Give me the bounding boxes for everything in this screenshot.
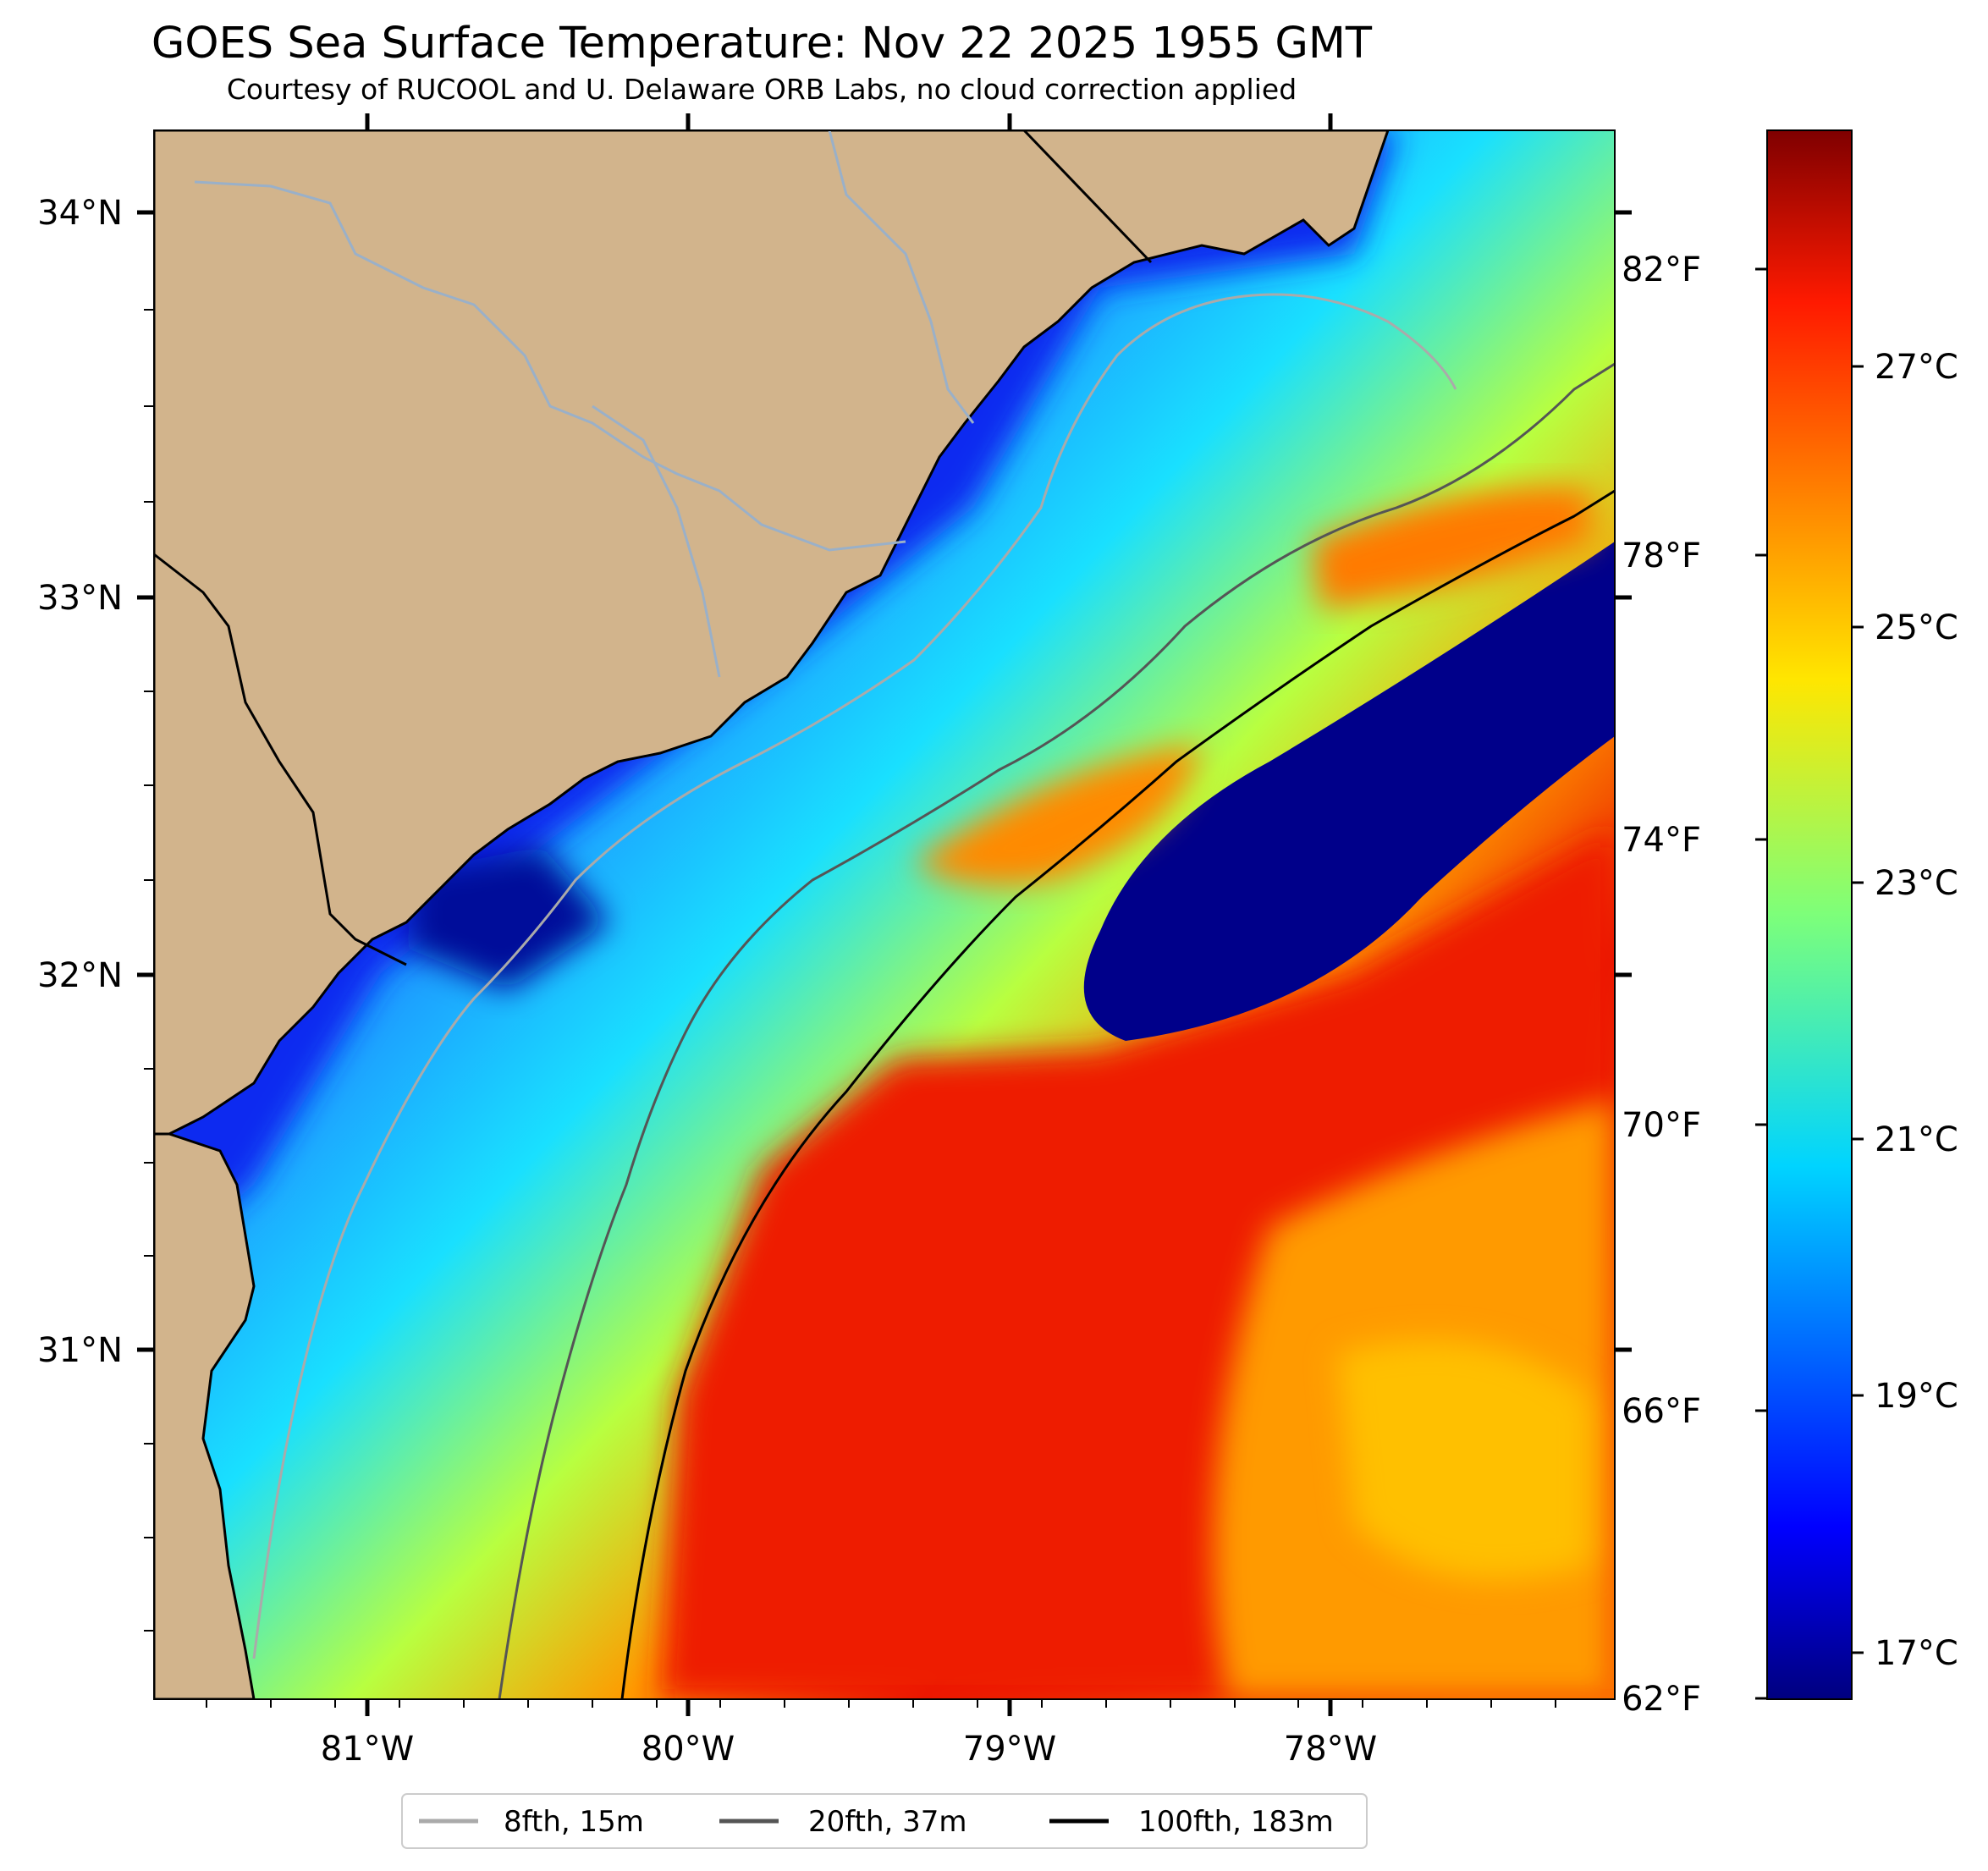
- contour-legend: 8fth, 15m 20fth, 37m 100fth, 183m: [401, 1793, 1368, 1849]
- state-border-ga-sc: [154, 553, 407, 966]
- contour-20fth: [498, 362, 1615, 1699]
- lon-label-79: 79°W: [963, 1730, 1056, 1769]
- lat-label-32: 32°N: [37, 956, 123, 995]
- lat-label-34: 34°N: [37, 194, 123, 233]
- fahrenheit-label-82: 82°F: [1622, 250, 1701, 289]
- cold-offshore-band: [1083, 542, 1615, 1041]
- lon-label-81: 81°W: [321, 1730, 414, 1769]
- celsius-label-25: 25°C: [1875, 608, 1958, 647]
- land-mass: [154, 130, 1390, 1136]
- fahrenheit-label-70: 70°F: [1622, 1106, 1701, 1145]
- celsius-label-23: 23°C: [1875, 864, 1958, 903]
- river-line-3: [592, 404, 721, 678]
- map-frame: [153, 129, 1616, 1700]
- map-area: [154, 130, 1615, 1699]
- river-line-2: [828, 130, 975, 424]
- colorbar: [1766, 129, 1853, 1700]
- fahrenheit-scale: 82°F 78°F 74°F 70°F 66°F 62°F: [1622, 250, 1767, 1719]
- contour-100fth: [620, 489, 1615, 1699]
- northern-warm-filament: [1312, 487, 1591, 609]
- lon-label-80: 80°W: [642, 1730, 735, 1769]
- celsius-label-17: 17°C: [1875, 1634, 1958, 1673]
- fahrenheit-label-74: 74°F: [1622, 821, 1701, 860]
- celsius-label-27: 27°C: [1875, 348, 1958, 387]
- celsius-label-21: 21°C: [1875, 1120, 1958, 1159]
- lon-axis: 81°W 80°W 79°W 78°W: [206, 113, 1556, 1769]
- legend-label-20fth: 20fth, 37m: [808, 1805, 967, 1839]
- lat-axis-left: 34°N 33°N 32°N 31°N: [37, 194, 154, 1632]
- fahrenheit-label-62: 62°F: [1622, 1680, 1701, 1719]
- land-mass-south: [154, 1132, 256, 1699]
- offshore-yellow-patch: [1337, 1340, 1591, 1580]
- map-title: GOES Sea Surface Temperature: Nov 22 202…: [151, 19, 1373, 69]
- legend-label-100fth: 100fth, 183m: [1138, 1805, 1334, 1839]
- fahrenheit-label-78: 78°F: [1622, 537, 1701, 575]
- lat-axis-right: [1615, 210, 1632, 1352]
- river-line: [194, 180, 906, 552]
- lon-label-78: 78°W: [1284, 1730, 1377, 1769]
- warm-filament: [914, 745, 1202, 886]
- celsius-scale: 27°C 25°C 23°C 21°C 19°C 17°C: [1852, 348, 1958, 1673]
- legend-label-8fth: 8fth, 15m: [504, 1805, 644, 1839]
- lat-label-33: 33°N: [37, 579, 123, 618]
- nearshore-dark-patch: [406, 846, 609, 990]
- lat-label-31: 31°N: [37, 1331, 123, 1370]
- contour-8fth: [252, 293, 1457, 1659]
- map-subtitle: Courtesy of RUCOOL and U. Delaware ORB L…: [226, 73, 1297, 106]
- state-border: [1022, 130, 1153, 264]
- legend-box: [401, 1793, 1368, 1849]
- fahrenheit-label-66: 66°F: [1622, 1392, 1701, 1431]
- celsius-label-19: 19°C: [1875, 1377, 1958, 1416]
